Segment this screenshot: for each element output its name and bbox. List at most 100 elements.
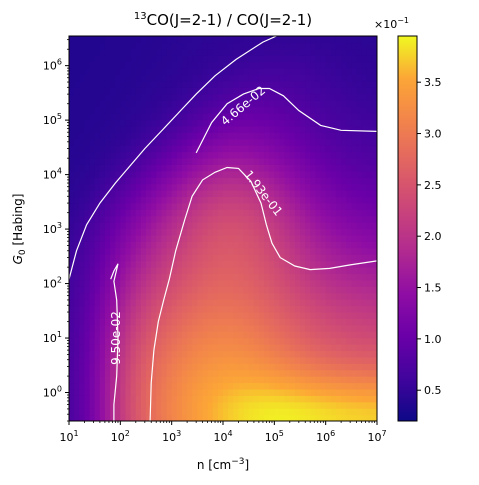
heatmap-cell: [269, 80, 275, 88]
heatmap-cell: [325, 87, 332, 95]
heatmap-cell: [99, 254, 106, 262]
heatmap-cell: [223, 113, 229, 121]
heatmap-cell: [146, 119, 152, 127]
heatmap-cell: [146, 337, 152, 345]
heatmap-cell: [151, 196, 157, 204]
heatmap-cell: [366, 106, 373, 114]
heatmap-cell: [248, 177, 255, 185]
heatmap-cell: [84, 55, 91, 63]
heatmap-cell: [146, 254, 152, 262]
heatmap-cell: [181, 318, 188, 326]
heatmap-cell: [289, 190, 296, 198]
heatmap-cell: [120, 157, 127, 165]
heatmap-cell: [258, 356, 265, 364]
heatmap-cell: [341, 132, 347, 140]
heatmap-cell: [228, 279, 234, 287]
heatmap-cell: [187, 395, 193, 403]
heatmap-cell: [351, 356, 358, 364]
heatmap-cell: [269, 337, 275, 345]
heatmap-cell: [94, 414, 101, 421]
heatmap-cell: [233, 344, 239, 352]
heatmap-cell: [74, 119, 80, 127]
heatmap-cell: [289, 61, 296, 69]
heatmap-cell: [356, 42, 363, 50]
heatmap-cell: [74, 299, 80, 307]
heatmap-cell: [176, 100, 183, 108]
heatmap-cell: [135, 164, 142, 172]
heatmap-cell: [300, 247, 306, 255]
heatmap-cell: [284, 106, 291, 114]
heatmap-cell: [151, 100, 157, 108]
heatmap-cell: [274, 401, 281, 409]
heatmap-cell: [192, 344, 198, 352]
heatmap-cell: [294, 363, 301, 371]
heatmap-cell: [279, 222, 286, 230]
heatmap-cell: [115, 202, 121, 210]
heatmap-cell: [238, 177, 245, 185]
heatmap-cell: [233, 337, 239, 345]
heatmap-cell: [248, 408, 255, 416]
heatmap-cell: [110, 395, 116, 403]
heatmap-cell: [310, 376, 316, 384]
heatmap-cell: [248, 267, 255, 275]
heatmap-cell: [79, 202, 85, 210]
heatmap-cell: [258, 61, 265, 69]
heatmap-cell: [176, 196, 183, 204]
heatmap-cell: [361, 369, 368, 377]
heatmap-cell: [74, 337, 80, 345]
heatmap-cell: [192, 292, 198, 300]
heatmap-cell: [366, 138, 373, 146]
heatmap-cell: [181, 36, 188, 44]
heatmap-cell: [176, 68, 183, 76]
heatmap-cell: [310, 247, 316, 255]
heatmap-cell: [274, 254, 281, 262]
heatmap-cell: [110, 177, 116, 185]
heatmap-cell: [156, 93, 162, 101]
heatmap-cell: [104, 36, 111, 44]
heatmap-cell: [361, 401, 368, 409]
heatmap-cell: [305, 234, 311, 242]
heatmap-cell: [238, 318, 245, 326]
heatmap-cell: [269, 382, 275, 390]
heatmap-cell: [253, 74, 260, 82]
heatmap-cell: [361, 87, 368, 95]
heatmap-cell: [269, 36, 275, 44]
heatmap-cell: [253, 113, 260, 121]
heatmap-cell: [166, 215, 173, 223]
heatmap-cell: [279, 331, 286, 339]
heatmap-cell: [156, 388, 162, 396]
heatmap-cell: [74, 113, 80, 121]
heatmap-cell: [305, 61, 311, 69]
heatmap-cell: [320, 113, 327, 121]
heatmap-cell: [351, 157, 358, 165]
heatmap-cell: [69, 113, 75, 121]
heatmap-cell: [212, 337, 219, 345]
heatmap-cell: [320, 100, 327, 108]
heatmap-cell: [217, 222, 224, 230]
heatmap-cell: [187, 80, 193, 88]
heatmap-cell: [84, 401, 91, 409]
heatmap-cell: [371, 119, 377, 127]
heatmap-cell: [228, 125, 234, 133]
heatmap-cell: [110, 74, 116, 82]
heatmap-cell: [366, 388, 373, 396]
heatmap-cell: [361, 48, 368, 56]
heatmap-cell: [115, 100, 121, 108]
heatmap-cell: [212, 414, 219, 421]
heatmap-cell: [264, 267, 270, 275]
heatmap-cell: [104, 408, 111, 416]
heatmap-cell: [366, 318, 373, 326]
heatmap-cell: [243, 61, 250, 69]
heatmap-cell: [99, 132, 106, 140]
heatmap-cell: [274, 170, 281, 178]
heatmap-cell: [84, 337, 91, 345]
heatmap-cell: [187, 324, 193, 332]
heatmap-cell: [346, 414, 352, 421]
heatmap-cell: [320, 331, 327, 339]
heatmap-cell: [361, 376, 368, 384]
heatmap-cell: [346, 382, 352, 390]
heatmap-cell: [171, 68, 178, 76]
heatmap-cell: [135, 48, 142, 56]
heatmap-cell: [89, 125, 96, 133]
heatmap-cell: [356, 164, 363, 172]
